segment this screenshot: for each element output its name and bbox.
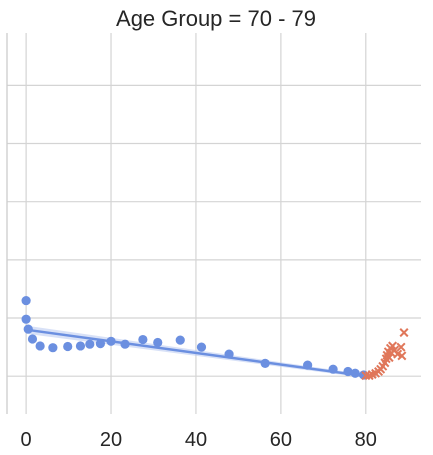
- data-point: [48, 343, 58, 353]
- x-tick-label: 60: [270, 429, 292, 451]
- data-point: [75, 341, 86, 351]
- data-point: [350, 368, 360, 378]
- points-layer: [21, 295, 409, 381]
- data-point: [63, 341, 73, 352]
- data-point: [153, 337, 163, 348]
- x-tick-label: 80: [355, 429, 377, 451]
- chart-title: Age Group = 70 - 79: [116, 6, 316, 31]
- data-point: [27, 334, 38, 344]
- data-point: [35, 341, 45, 351]
- data-point: [328, 364, 338, 374]
- gridlines: [7, 33, 421, 414]
- data-point: [224, 349, 234, 359]
- data-point: [21, 295, 31, 306]
- data-point: [120, 339, 130, 349]
- x-tick-label: 0: [21, 429, 32, 451]
- data-point: [95, 339, 106, 349]
- data-point: [343, 366, 353, 377]
- x-tick-label: 40: [185, 429, 207, 451]
- data-point: [260, 358, 270, 368]
- x-tick-labels: 0 20 40 60 80: [21, 429, 377, 451]
- data-point: [175, 335, 185, 345]
- data-point: [303, 360, 313, 370]
- data-point: [138, 334, 148, 345]
- data-point-x: [396, 342, 406, 352]
- data-point: [21, 314, 31, 324]
- data-point: [196, 342, 207, 352]
- data-point-x: [399, 328, 409, 338]
- data-point-x: [397, 351, 407, 361]
- data-point: [106, 336, 116, 346]
- x-tick-label: 20: [100, 429, 122, 451]
- data-point-x: [386, 348, 396, 358]
- data-point-x: [384, 353, 394, 363]
- data-point: [23, 324, 33, 334]
- data-point: [85, 339, 95, 349]
